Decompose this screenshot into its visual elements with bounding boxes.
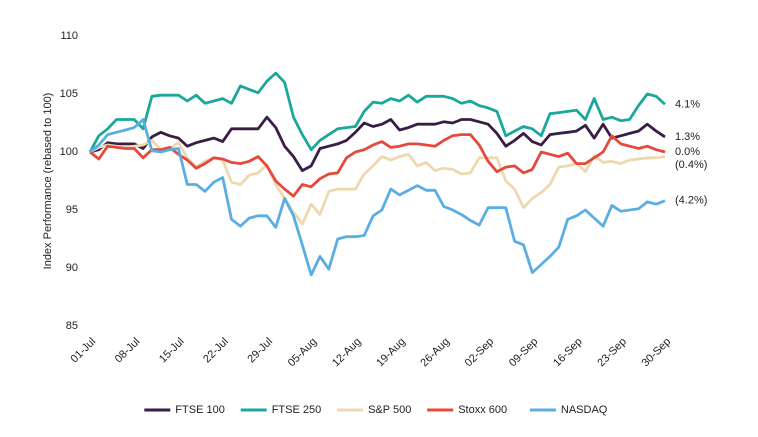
legend-label: NASDAQ [561,404,608,416]
x-tick-label: 08-Jul [113,336,143,366]
line-series [89,118,666,277]
x-tick-label: 12-Aug [330,336,364,370]
line-series [89,139,666,226]
end-label: 1.3% [675,131,700,143]
x-tick-label: 19-Aug [374,336,408,370]
x-tick-label: 23-Sep [595,336,629,370]
x-tick-label: 26-Aug [418,336,452,370]
y-tick-label: 110 [60,30,78,42]
x-tick-label: 22-Jul [201,336,231,366]
x-tick-label: 01-Jul [68,336,98,366]
line-series [89,115,666,172]
x-tick-label: 30-Sep [640,336,674,370]
line-series [88,71,666,153]
y-tick-label: 95 [66,204,78,216]
legend-label: Stoxx 600 [458,404,507,416]
legend-label: S&P 500 [368,404,411,416]
end-label: (0.4%) [675,159,707,171]
x-tick-label: 05-Aug [286,336,320,370]
end-label: 4.1% [675,98,700,110]
x-tick-label: 09-Sep [507,336,541,370]
line-series [89,133,666,198]
end-label: 0.0% [675,146,700,158]
end-label: (4.2%) [675,195,707,207]
legend-label: FTSE 250 [272,404,322,416]
y-axis-title: Index Performance (rebased to 100) [42,93,54,270]
x-tick-label: 02-Sep [463,336,497,370]
y-tick-label: 85 [66,320,78,332]
legend-label: FTSE 100 [175,404,225,416]
x-tick-label: 29-Jul [245,336,275,366]
x-tick-label: 15-Jul [157,336,187,366]
y-tick-label: 100 [60,146,78,158]
y-tick-label: 105 [60,88,78,100]
x-tick-label: 16-Sep [551,336,585,370]
y-tick-label: 90 [66,262,78,274]
